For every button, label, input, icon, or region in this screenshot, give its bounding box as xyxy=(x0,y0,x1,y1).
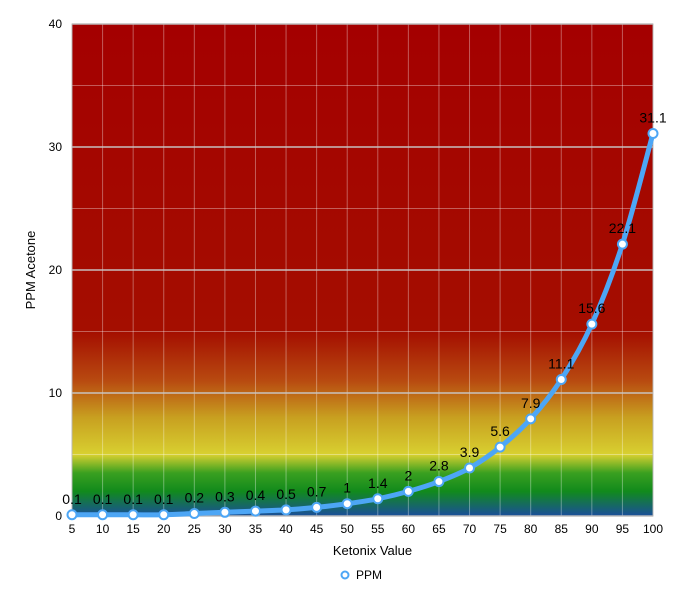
x-tick-label: 10 xyxy=(96,522,110,536)
x-tick-label: 100 xyxy=(643,522,663,536)
x-tick-label: 25 xyxy=(188,522,202,536)
x-axis-ticks: 5 10 15 20 25 30 35 40 45 50 55 60 65 70 75 80 85 90 95 100 xyxy=(69,522,664,536)
y-tick-label: 40 xyxy=(49,17,63,31)
x-tick-label: 80 xyxy=(524,522,538,536)
x-tick-label: 95 xyxy=(616,522,630,536)
data-point xyxy=(402,485,414,497)
data-point xyxy=(97,509,109,521)
data-point xyxy=(311,501,323,513)
data-label: 0.1 xyxy=(62,491,82,507)
x-tick-label: 65 xyxy=(432,522,446,536)
data-label: 3.9 xyxy=(460,444,480,460)
plot-border xyxy=(71,23,654,517)
data-label: 15.6 xyxy=(578,300,605,316)
data-point xyxy=(586,318,598,330)
data-label: 1 xyxy=(343,480,351,496)
data-label: 0.4 xyxy=(246,487,266,503)
data-label: 0.3 xyxy=(215,488,235,504)
data-point xyxy=(616,238,628,250)
y-tick-label: 0 xyxy=(55,509,62,523)
y-tick-label: 10 xyxy=(49,386,63,400)
x-tick-label: 40 xyxy=(279,522,293,536)
data-point xyxy=(372,493,384,505)
data-point xyxy=(66,509,78,521)
data-label: 0.7 xyxy=(307,483,327,499)
series-line-ppm xyxy=(69,130,656,518)
data-point xyxy=(158,509,170,521)
x-tick-label: 5 xyxy=(69,522,76,536)
data-point xyxy=(555,373,567,385)
x-tick-label: 50 xyxy=(341,522,355,536)
data-point xyxy=(464,462,476,474)
x-tick-label: 85 xyxy=(555,522,569,536)
legend-marker-ppm xyxy=(340,570,350,580)
x-tick-label: 15 xyxy=(126,522,140,536)
data-label: 11.1 xyxy=(548,355,574,371)
data-label: 2 xyxy=(404,467,412,483)
data-label: 0.5 xyxy=(276,486,296,502)
data-label: 2.8 xyxy=(429,458,449,474)
data-point xyxy=(341,498,353,510)
x-tick-label: 60 xyxy=(402,522,416,536)
data-label: 5.6 xyxy=(490,423,510,439)
y-tick-label: 20 xyxy=(49,263,63,277)
data-point xyxy=(494,441,506,453)
data-label: 7.9 xyxy=(521,395,541,411)
data-label: 31.1 xyxy=(639,109,666,125)
data-point xyxy=(219,506,231,518)
x-tick-label: 20 xyxy=(157,522,171,536)
data-label: 0.1 xyxy=(123,491,143,507)
grid-lines xyxy=(71,23,654,517)
data-point xyxy=(525,413,537,425)
y-tick-label: 30 xyxy=(49,140,63,154)
x-tick-label: 45 xyxy=(310,522,324,536)
x-tick-label: 30 xyxy=(218,522,232,536)
data-point xyxy=(280,504,292,516)
data-label: 0.1 xyxy=(154,491,174,507)
data-point xyxy=(249,505,261,517)
x-tick-label: 35 xyxy=(249,522,263,536)
data-points xyxy=(66,127,659,521)
data-label: 1.4 xyxy=(368,475,388,491)
data-point xyxy=(433,476,445,488)
y-axis-ticks: 0 10 20 30 40 xyxy=(49,17,63,523)
x-tick-label: 90 xyxy=(585,522,599,536)
x-tick-label: 70 xyxy=(463,522,477,536)
x-tick-label: 55 xyxy=(371,522,385,536)
data-label: 22.1 xyxy=(609,220,636,236)
legend: PPM xyxy=(340,568,382,582)
x-tick-label: 75 xyxy=(493,522,507,536)
data-point xyxy=(188,508,200,520)
data-point xyxy=(127,509,139,521)
data-label: 0.2 xyxy=(185,490,205,506)
y-axis-title: PPM Acetone xyxy=(23,231,38,310)
data-point xyxy=(647,127,659,139)
legend-label-ppm: PPM xyxy=(356,568,382,582)
data-label: 0.1 xyxy=(93,491,113,507)
data-labels: 0.1 0.1 0.1 0.1 0.2 0.3 0.4 0.5 0.7 1 1.4 2 2.8 3.9 5.… xyxy=(62,109,667,506)
x-axis-title: Ketonix Value xyxy=(333,543,412,558)
